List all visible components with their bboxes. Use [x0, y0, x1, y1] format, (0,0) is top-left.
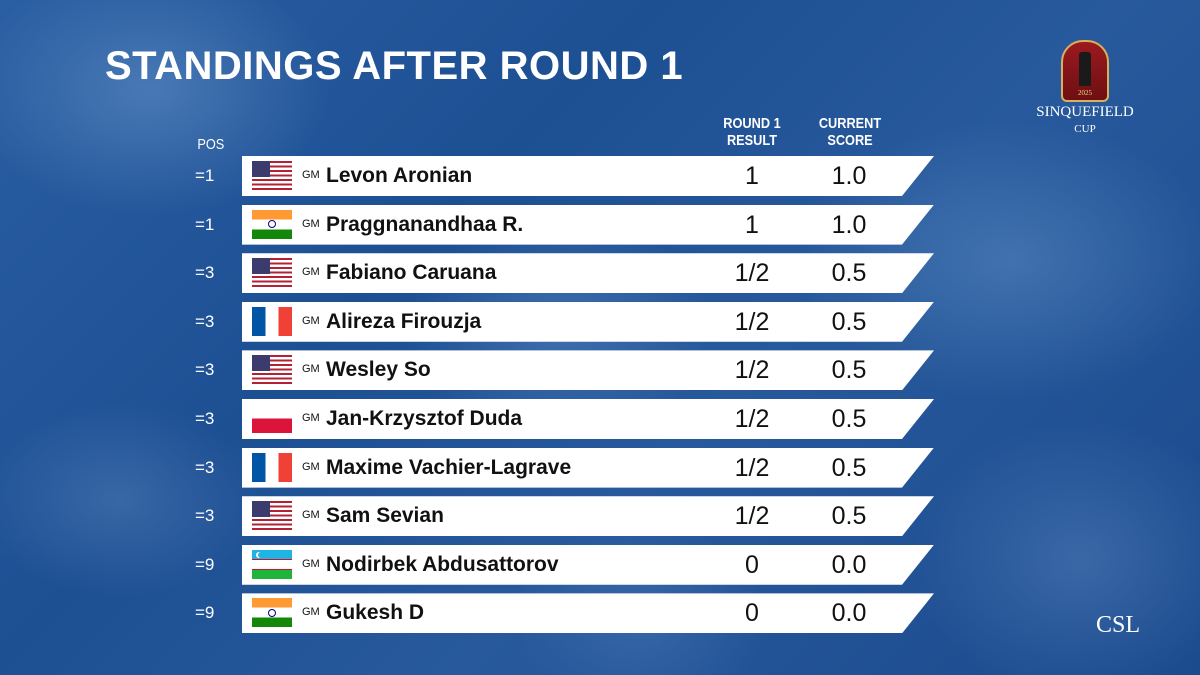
round-result: 1/2: [734, 307, 770, 336]
position-label: =9: [195, 603, 215, 623]
current-score: 1.0: [831, 162, 867, 190]
logo-line2: CUP: [1074, 123, 1096, 135]
player-name: Jan-Krzysztof Duda: [326, 407, 523, 430]
round-result-column-header: ROUND 1 RESULT: [718, 115, 786, 149]
current-score-header-line2: SCORE: [827, 132, 873, 149]
current-score: 0.5: [831, 307, 867, 336]
player-name: Alireza Firouzja: [326, 309, 482, 333]
player-name: Fabiano Caruana: [326, 261, 497, 285]
round-result: 1/2: [734, 405, 770, 433]
table-row: GM Levon Aronian 1 1.0: [242, 156, 934, 196]
current-score: 0.5: [831, 502, 867, 531]
us-flag-icon: [252, 161, 292, 190]
current-score-column-header: CURRENT SCORE: [816, 115, 884, 149]
table-row: GM Maxime Vachier-Lagrave 1/2 0.5: [242, 448, 934, 488]
current-score-header-line1: CURRENT: [818, 115, 882, 132]
round-result: 0: [745, 599, 759, 628]
round-result: 1/2: [734, 259, 770, 288]
current-score: 0.5: [831, 405, 867, 433]
current-score: 0.0: [831, 550, 867, 579]
india-flag-icon: [252, 210, 292, 239]
us-flag-icon: [252, 355, 292, 384]
us-flag-icon: [252, 258, 292, 287]
player-title: GM: [302, 266, 320, 279]
position-label: =3: [195, 506, 215, 526]
poland-flag-icon: [252, 404, 292, 433]
table-row: GM Fabiano Caruana 1/2 0.5: [242, 253, 934, 293]
position-label: =3: [195, 457, 215, 477]
position-label: =3: [195, 311, 215, 331]
round-result: 1: [745, 162, 759, 190]
player-name: Nodirbek Abdusattorov: [326, 552, 559, 576]
player-title: GM: [302, 557, 320, 570]
table-row: GM Wesley So 1/2 0.5: [242, 350, 934, 390]
player-name: Wesley So: [326, 358, 431, 382]
india-flag-icon: [252, 598, 292, 627]
table-row: GM Nodirbek Abdusattorov 0 0.0: [242, 545, 934, 585]
uzbekistan-flag-icon: [252, 550, 292, 579]
round-result: 1: [745, 210, 759, 239]
table-row: GM Praggnanandhaa R. 1 1.0: [242, 205, 934, 245]
position-label: =1: [195, 166, 215, 185]
logo-line1: SINQUEFIELD: [1036, 104, 1134, 120]
player-name: Maxime Vachier-Lagrave: [326, 455, 572, 479]
current-score: 0.5: [831, 453, 867, 482]
player-title: GM: [302, 217, 320, 230]
csl-monogram-logo: CSL: [1096, 612, 1141, 638]
france-flag-icon: [252, 307, 292, 336]
player-name: Gukesh D: [326, 601, 425, 625]
player-title: GM: [302, 509, 320, 522]
round-result: 1/2: [734, 453, 770, 482]
logo-year: 2025: [1078, 89, 1092, 97]
current-score: 0.5: [831, 356, 867, 385]
chess-rook-emblem-icon: 2025: [1061, 40, 1109, 102]
round-result-header-line1: ROUND 1: [723, 115, 781, 132]
us-flag-icon: [252, 501, 292, 530]
current-score: 0.0: [831, 599, 867, 628]
position-label: =1: [195, 214, 215, 234]
round-result: 1/2: [734, 502, 770, 531]
player-title: GM: [302, 169, 320, 181]
current-score: 1.0: [831, 210, 867, 239]
table-row: GM Jan-Krzysztof Duda 1/2 0.5: [242, 399, 934, 439]
pos-column-header: POS: [197, 136, 225, 153]
table-row: GM Sam Sevian 1/2 0.5: [242, 496, 934, 536]
sinquefield-cup-logo: 2025 SINQUEFIELD CUP: [1030, 40, 1140, 140]
table-row: GM Gukesh D 0 0.0: [242, 593, 934, 633]
france-flag-icon: [252, 453, 292, 482]
table-row: GM Alireza Firouzja 1/2 0.5: [242, 302, 934, 342]
current-score: 0.5: [831, 259, 867, 288]
page-title: STANDINGS AFTER ROUND 1: [105, 44, 684, 88]
player-name: Levon Aronian: [326, 164, 473, 187]
position-label: =3: [195, 263, 215, 283]
position-label: =3: [195, 360, 215, 380]
player-name: Praggnanandhaa R.: [326, 212, 524, 236]
round-result: 0: [745, 550, 759, 579]
player-title: GM: [302, 363, 320, 376]
player-name: Sam Sevian: [326, 504, 444, 528]
player-title: GM: [302, 412, 320, 424]
player-title: GM: [302, 606, 320, 619]
player-title: GM: [302, 314, 320, 327]
position-label: =3: [195, 409, 215, 428]
position-label: =9: [195, 554, 215, 574]
round-result: 1/2: [734, 356, 770, 385]
player-title: GM: [302, 460, 320, 473]
round-result-header-line2: RESULT: [726, 132, 778, 149]
